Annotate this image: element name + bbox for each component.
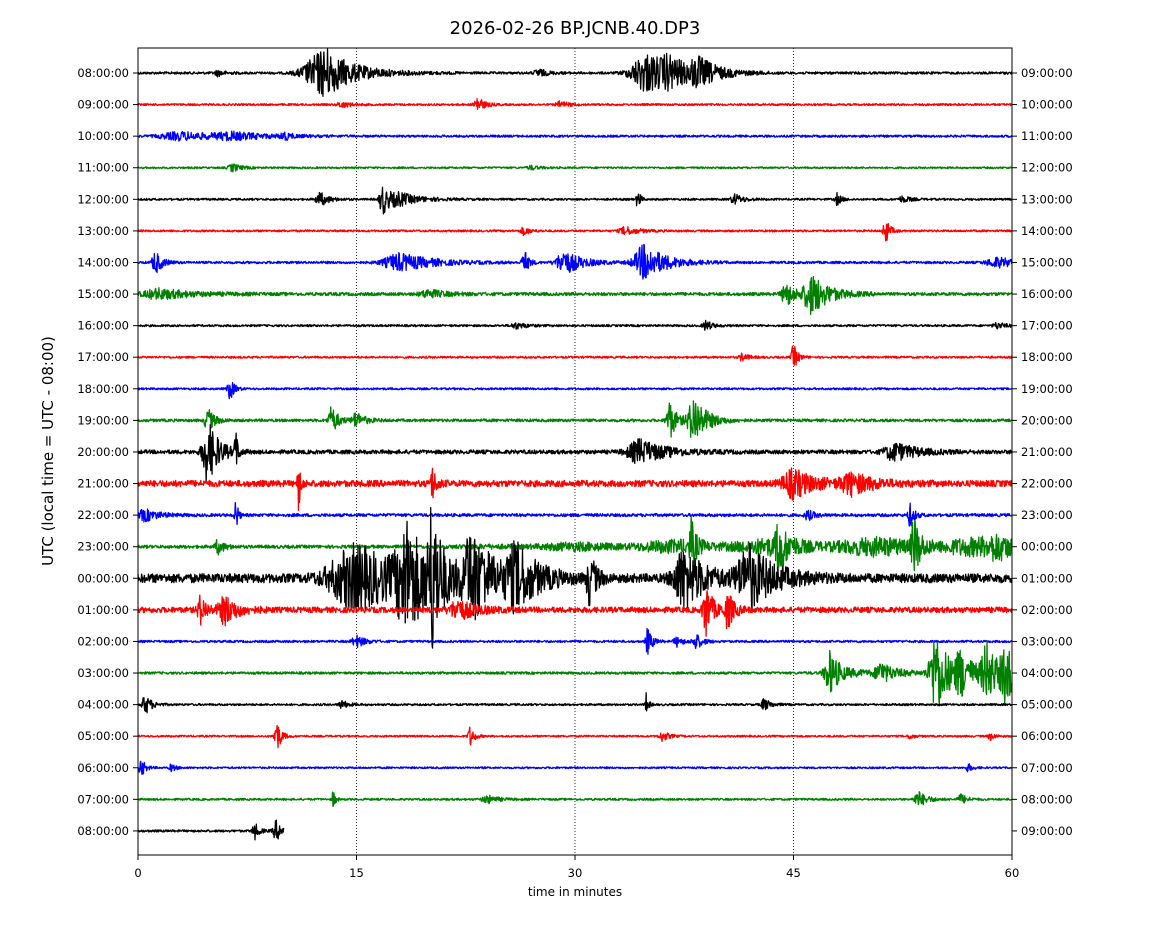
right-tick-label: 12:00:00 [1021, 161, 1073, 175]
right-tick-label: 01:00:00 [1021, 571, 1073, 585]
right-tick-label: 06:00:00 [1021, 729, 1073, 743]
plot-frame [137, 47, 1013, 856]
right-tick-label: 09:00:00 [1021, 824, 1073, 838]
left-tick-label: 10:00:00 [77, 129, 129, 143]
left-tick-label: 01:00:00 [77, 603, 129, 617]
trace-row-24 [137, 819, 285, 841]
left-tick-label: 00:00:00 [77, 571, 129, 585]
trace-row-17 [137, 590, 1013, 637]
left-tick-label: 13:00:00 [77, 224, 129, 238]
right-tick-label: 14:00:00 [1021, 224, 1073, 238]
x-tick-label: 15 [349, 866, 364, 880]
left-tick-label: 09:00:00 [77, 98, 129, 112]
y-axis-label: UTC (local time = UTC - 08:00) [39, 336, 57, 566]
left-tick-label: 19:00:00 [77, 413, 129, 427]
trace-row-4 [137, 186, 1013, 215]
left-tick-label: 22:00:00 [77, 508, 129, 522]
right-tick-label: 05:00:00 [1021, 698, 1073, 712]
trace-row-22 [137, 760, 1013, 776]
trace-row-6 [137, 243, 1013, 280]
trace-row-2 [137, 130, 1013, 142]
left-tick-label: 08:00:00 [77, 66, 129, 80]
right-tick-label: 11:00:00 [1021, 129, 1073, 143]
left-tick-label: 12:00:00 [77, 192, 129, 206]
right-tick-label: 00:00:00 [1021, 540, 1073, 554]
right-tick-label: 15:00:00 [1021, 255, 1073, 269]
grid-lines [356, 48, 794, 855]
trace-row-19 [137, 639, 1013, 707]
axis-ticks: 0 15 30 45 60 08:00:00 09:00:00 10:00:00 11:00:0… [77, 66, 1072, 880]
left-tick-label: 02:00:00 [77, 634, 129, 648]
trace-row-12 [137, 424, 1013, 483]
right-tick-label: 09:00:00 [1021, 66, 1073, 80]
left-tick-label: 07:00:00 [77, 792, 129, 806]
left-tick-label: 04:00:00 [77, 698, 129, 712]
trace-row-11 [137, 400, 1013, 438]
trace-row-16 [137, 507, 1013, 649]
trace-row-15 [137, 516, 1013, 572]
right-tick-label: 20:00:00 [1021, 413, 1073, 427]
right-tick-label: 10:00:00 [1021, 98, 1073, 112]
chart-title: 2026-02-26 BP.JCNB.40.DP3 [450, 18, 701, 39]
trace-row-7 [137, 275, 1013, 315]
trace-row-21 [137, 724, 1013, 749]
right-tick-label: 23:00:00 [1021, 508, 1073, 522]
right-tick-label: 21:00:00 [1021, 445, 1073, 459]
right-tick-label: 02:00:00 [1021, 603, 1073, 617]
left-tick-label: 08:00:00 [77, 824, 129, 838]
trace-row-1 [137, 98, 1013, 110]
left-tick-label: 05:00:00 [77, 729, 129, 743]
x-tick-label: 45 [786, 866, 801, 880]
x-tick-label: 60 [1005, 866, 1020, 880]
left-tick-label: 03:00:00 [77, 666, 129, 680]
right-tick-label: 08:00:00 [1021, 792, 1073, 806]
x-tick-label: 0 [134, 866, 141, 880]
trace-row-13 [137, 467, 1013, 511]
right-tick-label: 13:00:00 [1021, 192, 1073, 206]
right-tick-label: 19:00:00 [1021, 382, 1073, 396]
trace-row-9 [137, 345, 1013, 366]
left-tick-label: 18:00:00 [77, 382, 129, 396]
right-tick-label: 18:00:00 [1021, 350, 1073, 364]
left-tick-label: 06:00:00 [77, 761, 129, 775]
trace-row-0 [137, 48, 1013, 97]
right-tick-label: 17:00:00 [1021, 319, 1073, 333]
right-tick-label: 16:00:00 [1021, 287, 1073, 301]
trace-row-14 [137, 502, 1013, 527]
trace-row-18 [137, 627, 1013, 655]
trace-row-10 [137, 381, 1013, 400]
right-tick-label: 03:00:00 [1021, 634, 1073, 648]
trace-row-23 [137, 791, 1013, 808]
trace-row-20 [137, 692, 1013, 714]
trace-row-3 [137, 163, 1013, 173]
trace-row-5 [137, 222, 1013, 242]
left-tick-label: 16:00:00 [77, 319, 129, 333]
right-tick-label: 07:00:00 [1021, 761, 1073, 775]
left-tick-label: 20:00:00 [77, 445, 129, 459]
left-tick-label: 11:00:00 [77, 161, 129, 175]
left-tick-label: 14:00:00 [77, 255, 129, 269]
left-tick-label: 17:00:00 [77, 350, 129, 364]
trace-row-8 [137, 319, 1013, 331]
seismic-traces [137, 48, 1013, 841]
left-tick-label: 21:00:00 [77, 477, 129, 491]
right-tick-label: 22:00:00 [1021, 477, 1073, 491]
x-tick-label: 30 [568, 866, 583, 880]
right-tick-label: 04:00:00 [1021, 666, 1073, 680]
x-axis-label: time in minutes [528, 885, 622, 899]
left-tick-label: 23:00:00 [77, 540, 129, 554]
left-tick-label: 15:00:00 [77, 287, 129, 301]
